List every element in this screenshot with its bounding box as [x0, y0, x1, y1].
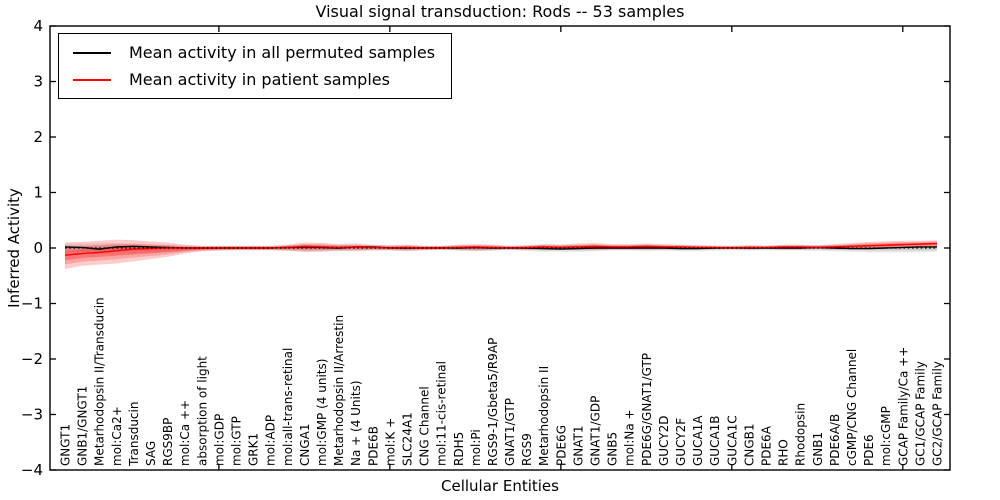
entity-label: SLC24A1 [400, 412, 414, 466]
entity-label: GUCY2F [674, 418, 688, 466]
entity-label: GUCA1A [691, 415, 705, 466]
entity-label: mol:GMP (4 units) [315, 359, 329, 466]
entity-label: GNB1/GNGT1 [76, 386, 90, 466]
entity-label: RDH5 [452, 432, 466, 466]
y-tick-label: −3 [21, 406, 43, 424]
band-patient-samples-spread [65, 239, 937, 270]
y-tick-label: 4 [33, 17, 43, 35]
entity-label: GNGT1 [59, 424, 73, 466]
series-line-patient [64, 242, 938, 256]
entity-label: GNAT1/GDP [589, 396, 603, 466]
entity-label: mol:11-cis-retinal [435, 361, 449, 466]
entity-label: PDE6G [554, 425, 568, 466]
entity-label: GUCA1C [725, 415, 739, 466]
entity-label: PDE6A/B [828, 414, 842, 466]
y-tick-label: −4 [21, 461, 43, 479]
entity-label: Na + (4 Units) [349, 380, 363, 466]
entity-label: RGS9 [520, 433, 534, 466]
legend: Mean activity in all permuted samples Me… [58, 33, 453, 99]
y-tick-label: −1 [21, 295, 43, 313]
entity-label: mol:Ca2+ [110, 406, 124, 466]
entity-label: mol:ADP [264, 415, 278, 466]
entity-label: SAG [144, 441, 158, 466]
entity-label: GC2/GCAP Family [931, 361, 945, 466]
entity-label: CNGA1 [298, 424, 312, 467]
entity-label: RHO [777, 439, 791, 466]
y-tick-label: 1 [33, 184, 43, 202]
entity-label: Transducin [127, 402, 141, 467]
entity-label: GNAT1 [571, 425, 585, 466]
entity-label: RGS9BP [161, 418, 175, 466]
entity-label: PDE6B [366, 426, 380, 466]
legend-line-black-icon [73, 51, 111, 54]
entity-label: PDE6A [760, 425, 774, 466]
entity-label: Metarhodopsin II [537, 366, 551, 466]
entity-label: mol:K + [383, 418, 397, 466]
entity-label: CNGB1 [742, 423, 756, 466]
legend-entry-permuted: Mean activity in all permuted samples [73, 39, 435, 66]
legend-label-permuted: Mean activity in all permuted samples [129, 43, 436, 62]
entity-label: GNB1 [811, 432, 825, 466]
y-tick-label: 2 [33, 128, 43, 146]
entity-label: cGMP/CNG Channel [845, 349, 859, 466]
entity-label: absorption of light [195, 356, 209, 466]
entity-label: mol:Na + [623, 409, 637, 466]
entity-label: GNAT1/GTP [503, 398, 517, 466]
band-patient-samples-spread [65, 241, 937, 265]
entity-label: PDE6G/GNAT1/GTP [640, 353, 654, 466]
entity-label: mol:GTP [229, 416, 243, 466]
legend-label-patient: Mean activity in patient samples [129, 70, 390, 89]
entity-label: GC1/GCAP Family [913, 361, 927, 466]
entity-label: GCAP Family/Ca ++ [896, 347, 910, 466]
entity-label: mol:all-trans-retinal [281, 348, 295, 466]
entity-label: GUCA1B [708, 415, 722, 466]
entity-label: CNG Channel [418, 386, 432, 466]
entity-label: Rhodopsin [794, 403, 808, 466]
entity-label: mol:Ca ++ [178, 400, 192, 466]
entity-label: RGS9-1/Gbeta5/R9AP [486, 338, 500, 466]
y-tick-label: −2 [21, 350, 43, 368]
entity-label: mol:GDP [212, 414, 226, 466]
entity-label: GNB5 [606, 432, 620, 466]
entity-label: mol:Pi [469, 429, 483, 466]
entity-label: GUCY2D [657, 416, 671, 466]
x-axis-label: Cellular Entities [441, 477, 559, 495]
legend-entry-patient: Mean activity in patient samples [73, 66, 435, 93]
chart-title: Visual signal transduction: Rods -- 53 s… [315, 2, 685, 21]
y-tick-label: 0 [33, 239, 43, 257]
entity-label: GRK1 [247, 433, 261, 466]
legend-line-red-icon [73, 78, 111, 81]
entity-label: PDE6 [862, 434, 876, 466]
entity-label: mol:cGMP [879, 406, 893, 466]
entity-label: Metarhodopsin II/Arrestin [332, 315, 346, 466]
y-tick-label: 3 [33, 73, 43, 91]
entity-label: Metarhodopsin II/Transducin [93, 297, 107, 466]
